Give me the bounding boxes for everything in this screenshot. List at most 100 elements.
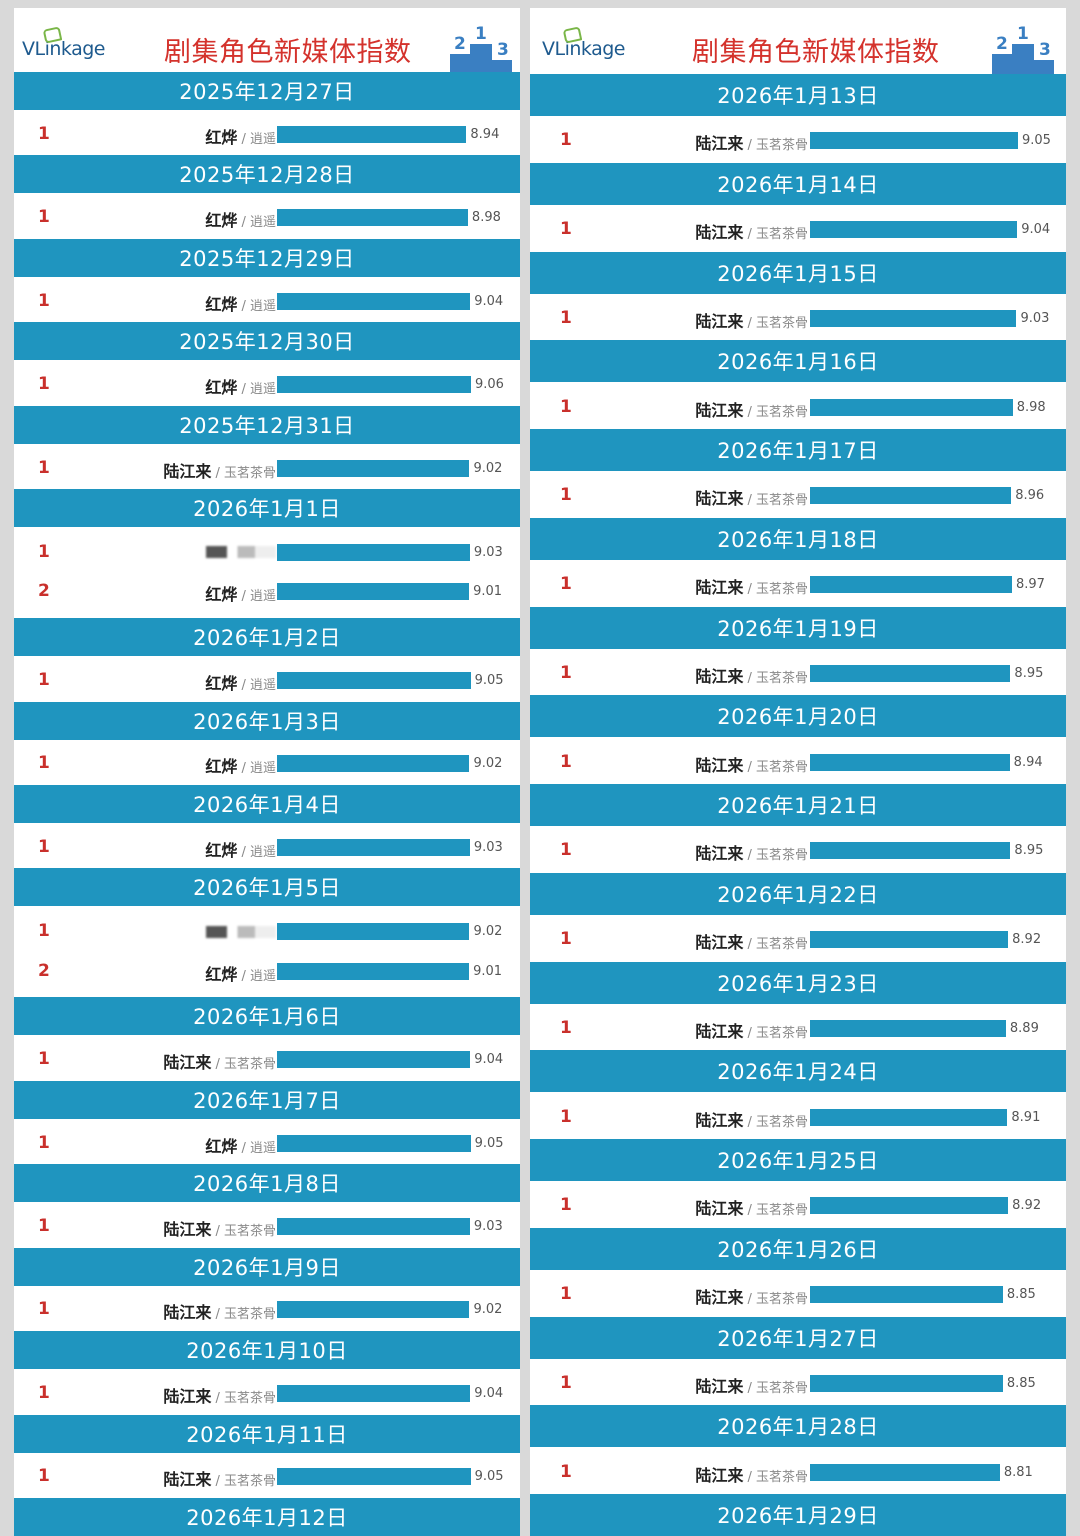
value-bar	[277, 125, 467, 143]
separator: /	[743, 138, 756, 154]
role-name: 玉茗茶骨	[223, 1307, 276, 1323]
podium-digit: 3	[497, 40, 509, 60]
ranking-row: 1 9.02	[14, 919, 520, 945]
value-label: 9.05	[474, 1135, 504, 1151]
separator: /	[211, 1223, 224, 1239]
role-name: 玉茗茶骨	[755, 1380, 808, 1396]
role-name: 逍遥	[249, 215, 276, 231]
value-bar	[277, 1301, 470, 1319]
date-header: 2026年1月28日	[530, 1405, 1066, 1448]
actor-role-label: 红烨 / 逍遥	[205, 374, 276, 398]
rank-number: 1	[560, 929, 572, 950]
date-header: 2026年1月11日	[14, 1414, 520, 1453]
rank-number: 1	[560, 396, 572, 417]
date-header: 2026年1月20日	[530, 695, 1066, 738]
value-bar	[277, 209, 468, 227]
ranking-row: 1 红烨 / 逍遥 8.98	[14, 205, 520, 231]
rank-number: 1	[38, 123, 50, 144]
value-label: 9.06	[475, 377, 504, 393]
rank-number: 1	[560, 307, 572, 328]
actor-role-label: 红烨 / 逍遥	[205, 207, 276, 231]
value-label: 9.04	[474, 293, 504, 309]
actor-name: 红烨	[205, 840, 238, 860]
value-bar	[810, 309, 1017, 327]
value-label: 9.04	[474, 1052, 504, 1068]
actor-name: 红烨	[205, 294, 238, 314]
rank-number: 1	[560, 751, 572, 772]
role-name: 玉茗茶骨	[223, 1474, 276, 1490]
actor-name: 陆江来	[695, 933, 744, 953]
role-name: 玉茗茶骨	[755, 937, 808, 953]
rank-number: 1	[38, 1049, 50, 1070]
value-label: 8.95	[1014, 665, 1044, 681]
actor-name: 陆江来	[695, 578, 744, 598]
date-header: 2026年1月6日	[14, 997, 520, 1036]
value-label: 9.02	[473, 924, 503, 940]
separator: /	[743, 404, 756, 420]
actor-name: 陆江来	[163, 1386, 212, 1406]
rank-number: 1	[38, 1299, 50, 1320]
actor-name: 陆江来	[695, 844, 744, 864]
value-label: 8.98	[1016, 399, 1046, 415]
value-bar	[810, 664, 1011, 682]
separator: /	[743, 1469, 756, 1485]
actor-name: 红烨	[205, 211, 238, 231]
role-name: 玉茗茶骨	[223, 465, 276, 481]
ranking-row: 1 陆江来 / 玉茗茶骨 8.94	[530, 750, 1066, 776]
value-bar	[810, 132, 1018, 150]
value-bar	[810, 753, 1010, 771]
value-bar	[277, 543, 470, 561]
separator: /	[237, 844, 250, 860]
rank-number: 1	[560, 1106, 572, 1127]
role-name: 玉茗茶骨	[755, 1292, 808, 1308]
date-header: 2025年12月27日	[14, 72, 520, 110]
actor-role-label: 陆江来 / 玉茗茶骨	[163, 1216, 276, 1240]
panel-header: VLinkage 剧集角色新媒体指数 2 1 3	[14, 8, 520, 80]
separator: /	[743, 1203, 756, 1219]
actor-role-label: 陆江来 / 玉茗茶骨	[695, 219, 808, 243]
separator: /	[237, 968, 250, 984]
role-name: 玉茗茶骨	[755, 404, 808, 420]
redacted-name	[206, 925, 276, 938]
ranking-row: 1 陆江来 / 玉茗茶骨 8.98	[530, 395, 1066, 421]
actor-name: 陆江来	[695, 755, 744, 775]
rank-number: 1	[560, 840, 572, 861]
actor-role-label: 陆江来 / 玉茗茶骨	[695, 130, 808, 154]
ranking-row: 1 红烨 / 逍遥 9.05	[14, 1131, 520, 1157]
value-label: 8.94	[1013, 754, 1043, 770]
ranking-row: 1 红烨 / 逍遥 9.03	[14, 835, 520, 861]
value-label: 9.03	[1020, 310, 1050, 326]
actor-role-label: 陆江来 / 玉茗茶骨	[163, 458, 276, 482]
rank-number: 1	[560, 1284, 572, 1305]
rank-number: 2	[38, 581, 50, 602]
value-label: 9.01	[473, 584, 503, 600]
actor-name: 红烨	[205, 964, 238, 984]
date-header: 2026年1月5日	[14, 868, 520, 907]
rank-number: 1	[560, 130, 572, 151]
rank-number: 1	[560, 1017, 572, 1038]
actor-name: 陆江来	[163, 1219, 212, 1239]
ranking-row: 1 红烨 / 逍遥 9.02	[14, 751, 520, 777]
actor-role-label: 陆江来 / 玉茗茶骨	[695, 1373, 808, 1397]
actor-name: 陆江来	[163, 1053, 212, 1073]
rank-number: 1	[38, 753, 50, 774]
actor-role-label: 陆江来 / 玉茗茶骨	[695, 1462, 808, 1486]
date-header: 2025年12月29日	[14, 238, 520, 277]
rank-number: 1	[38, 541, 50, 562]
ranking-row: 1 陆江来 / 玉茗茶骨 9.04	[530, 217, 1066, 243]
role-name: 玉茗茶骨	[755, 670, 808, 686]
actor-role-label: 红烨 / 逍遥	[205, 753, 276, 777]
role-name: 玉茗茶骨	[755, 582, 808, 598]
separator: /	[743, 227, 756, 243]
ranking-row: 1 陆江来 / 玉茗茶骨 8.95	[530, 661, 1066, 687]
actor-role-label: 陆江来 / 玉茗茶骨	[695, 574, 808, 598]
value-label: 9.02	[473, 756, 503, 772]
value-bar	[810, 487, 1012, 505]
date-header: 2025年12月31日	[14, 405, 520, 444]
value-bar	[810, 221, 1018, 239]
vlinkage-logo: VLinkage	[22, 26, 105, 60]
actor-name: 红烨	[205, 1136, 238, 1156]
rank-number: 1	[38, 669, 50, 690]
value-bar	[810, 1463, 1000, 1481]
role-name: 玉茗茶骨	[755, 493, 808, 509]
